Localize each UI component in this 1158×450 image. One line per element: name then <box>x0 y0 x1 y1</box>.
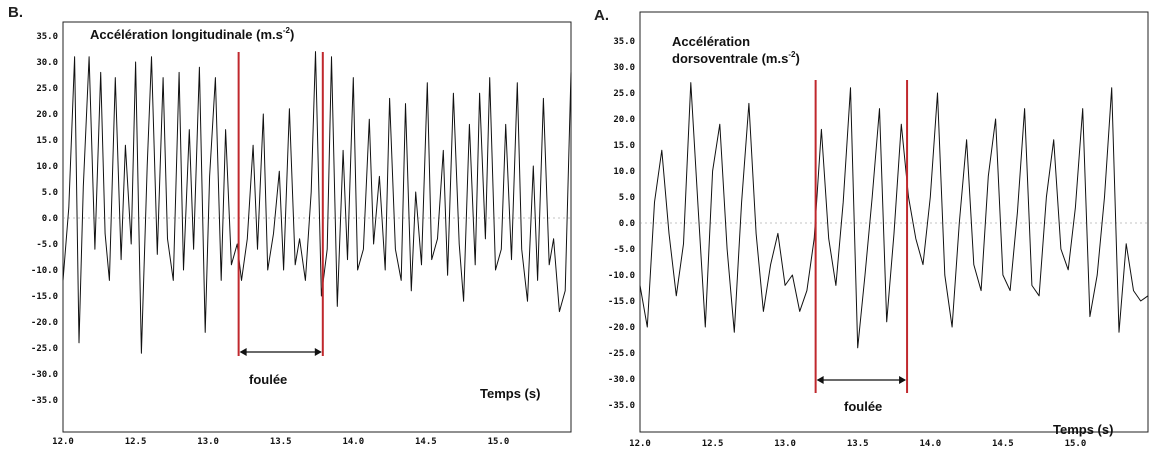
panel-a-x-tick-label: 13.5 <box>847 439 869 449</box>
panel-a-arrow-head-left <box>816 376 824 384</box>
panel-a-y-tick-label: 0.0 <box>619 219 635 229</box>
panel-b-y-tick-label: 0.0 <box>42 214 58 224</box>
panel-a-x-ticks: 12.0 12.5 13.0 13.5 14.0 14.5 15.0 <box>629 439 1086 449</box>
panel-b-y-tick-label: 35.0 <box>36 32 58 42</box>
panel-b-y-tick-label: 15.0 <box>36 136 58 146</box>
panel-a-ylabel-line2: dorsoventrale (m.s-2) <box>672 50 800 66</box>
panel-a-x-tick-label: 15.0 <box>1065 439 1087 449</box>
panel-a-y-tick-label: -5.0 <box>613 245 635 255</box>
panel-b-y-tick-label: 10.0 <box>36 162 58 172</box>
panel-a-y-tick-label: 25.0 <box>613 89 635 99</box>
panel-b-x-tick-label: 12.0 <box>52 437 74 447</box>
panel-b-x-tick-label: 12.5 <box>125 437 147 447</box>
panel-a-y-ticks: 35.0 30.0 25.0 20.0 15.0 10.0 5.0 0.0 -5.0 -10.0 -… <box>608 37 1148 411</box>
panel-b-ylabel-end: ) <box>290 27 294 42</box>
panel-a-x-tick-label: 12.5 <box>702 439 724 449</box>
panel-a-ylabel-end: ) <box>795 51 799 66</box>
panel-a-y-tick-label: 15.0 <box>613 141 635 151</box>
panel-a-x-tick-label: 14.0 <box>919 439 941 449</box>
panel-b-y-tick-label: -35.0 <box>31 396 58 406</box>
panel-a-signal-line <box>639 82 1149 349</box>
panel-a-arrow-head-right <box>899 376 907 384</box>
panel-b-y-tick-label: 20.0 <box>36 110 58 120</box>
panel-b-y-tick-label: 25.0 <box>36 84 58 94</box>
panel-a-dorsoventral: A. Accélération dorsoventrale (m.s-2) 35… <box>594 7 1149 449</box>
panel-a-y-tick-label: -30.0 <box>608 375 635 385</box>
panel-b-ylabel-main: Accélération longitudinale (m.s <box>90 27 283 42</box>
panel-b-y-tick-label: -10.0 <box>31 266 58 276</box>
panel-a-y-tick-label: 20.0 <box>613 115 635 125</box>
panel-b-arrow-head-right <box>314 348 322 356</box>
panel-b-y-tick-label: -25.0 <box>31 344 58 354</box>
panel-a-y-tick-label: -10.0 <box>608 271 635 281</box>
panel-a-y-tick-label: -15.0 <box>608 297 635 307</box>
panel-b-stride-label: foulée <box>249 372 287 387</box>
panel-b-xlabel: Temps (s) <box>480 386 540 401</box>
panel-a-frame <box>639 11 1149 433</box>
panel-b-x-ticks: 12.0 12.5 13.0 13.5 14.0 14.5 15.0 <box>52 437 509 447</box>
panel-b-ylabel: Accélération longitudinale (m.s-2) <box>90 26 294 42</box>
panel-b-x-tick-label: 13.5 <box>270 437 292 447</box>
panel-b-x-tick-label: 14.0 <box>342 437 364 447</box>
panel-a-ylabel-line1: Accélération <box>672 34 750 49</box>
panel-b-y-tick-label: 30.0 <box>36 58 58 68</box>
panel-b-x-tick-label: 15.0 <box>488 437 510 447</box>
panel-b-longitudinal: B. Accélération longitudinale (m.s-2) 35… <box>8 4 572 447</box>
panel-b-signal-line <box>62 51 572 354</box>
panel-b-y-tick-label: -30.0 <box>31 370 58 380</box>
panel-b-y-ticks: 35.0 30.0 25.0 20.0 15.0 10.0 5.0 0.0 -5.0 -10.0 -… <box>31 32 571 406</box>
panel-b-y-tick-label: -5.0 <box>36 240 58 250</box>
panel-a-letter: A. <box>594 7 609 24</box>
panel-b-x-tick-label: 14.5 <box>415 437 437 447</box>
panel-b-stride-markers <box>237 52 324 356</box>
panel-b-y-tick-label: -20.0 <box>31 318 58 328</box>
panel-a-y-tick-label: 5.0 <box>619 193 635 203</box>
panel-a-stride-markers <box>814 80 909 393</box>
panel-a-y-tick-label: -35.0 <box>608 401 635 411</box>
panel-b-y-tick-label: 5.0 <box>42 188 58 198</box>
panel-a-y-tick-label: 35.0 <box>613 37 635 47</box>
panel-a-y-tick-label: 10.0 <box>613 167 635 177</box>
panel-a-x-tick-label: 13.0 <box>774 439 796 449</box>
panel-a-ylabel-sup: -2 <box>788 50 796 59</box>
panel-a-y-tick-label: -20.0 <box>608 323 635 333</box>
panel-a-y-tick-label: 30.0 <box>613 63 635 73</box>
panel-b-frame <box>62 21 572 433</box>
panel-a-x-tick-label: 12.0 <box>629 439 651 449</box>
panel-b-x-tick-label: 13.0 <box>197 437 219 447</box>
panel-a-y-tick-label: -25.0 <box>608 349 635 359</box>
panel-a-xlabel: Temps (s) <box>1053 422 1113 437</box>
panel-a-x-tick-label: 14.5 <box>992 439 1014 449</box>
panel-a-stride-label: foulée <box>844 399 882 414</box>
panel-b-letter: B. <box>8 4 23 21</box>
panel-a-series <box>639 82 1149 349</box>
panel-b-arrow-head-left <box>239 348 247 356</box>
panel-a-ylabel-main: dorsoventrale (m.s <box>672 51 788 66</box>
panel-b-y-tick-label: -15.0 <box>31 292 58 302</box>
panel-b-ylabel-sup: -2 <box>283 26 291 35</box>
panel-b-series <box>62 51 572 354</box>
